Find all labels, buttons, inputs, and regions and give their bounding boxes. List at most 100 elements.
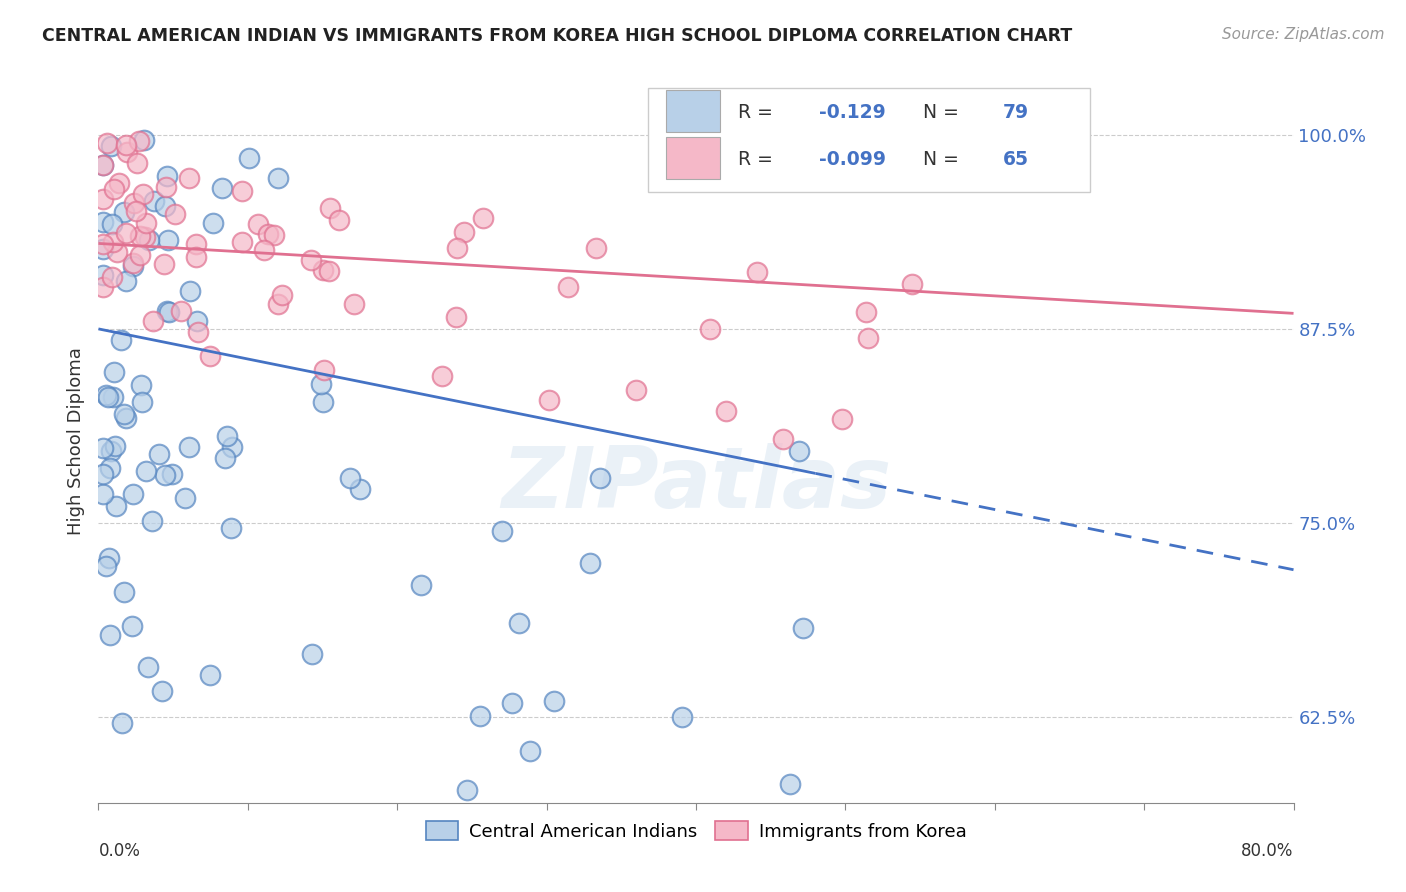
Point: [103, 182, 125, 196]
Point: [343, 296, 366, 310]
Point: [238, 151, 260, 165]
Point: [311, 262, 333, 277]
Point: [557, 280, 579, 294]
Point: [91, 441, 114, 455]
Point: [901, 277, 924, 292]
Point: [787, 443, 810, 458]
Point: [349, 482, 371, 496]
Point: [134, 229, 156, 244]
Point: [97, 390, 120, 404]
Text: 65: 65: [1002, 150, 1029, 169]
Point: [184, 237, 207, 252]
Point: [112, 407, 135, 421]
Point: [162, 467, 184, 481]
Point: [231, 184, 253, 198]
Point: [221, 440, 243, 454]
Point: [98, 628, 121, 642]
Bar: [666, 90, 720, 132]
Point: [319, 201, 342, 215]
Point: [202, 216, 225, 230]
Point: [779, 777, 801, 791]
Point: [173, 491, 195, 506]
Point: [91, 192, 114, 206]
Point: [150, 684, 173, 698]
Point: [100, 139, 122, 153]
Point: [93, 487, 115, 501]
Point: [444, 310, 467, 324]
Point: [543, 694, 565, 708]
Point: [186, 314, 208, 328]
Text: Source: ZipAtlas.com: Source: ZipAtlas.com: [1222, 27, 1385, 42]
Point: [170, 304, 193, 318]
Point: [97, 550, 120, 565]
Point: [299, 253, 322, 268]
Point: [101, 217, 124, 231]
Point: [312, 395, 335, 409]
Point: [135, 216, 157, 230]
Point: [501, 696, 523, 710]
Point: [128, 134, 150, 148]
Point: [470, 709, 492, 723]
Point: [105, 245, 128, 260]
Point: [101, 235, 124, 249]
Point: [519, 744, 541, 758]
Point: [155, 180, 177, 194]
Point: [148, 447, 170, 461]
Point: [263, 227, 285, 242]
Text: ZIPatlas: ZIPatlas: [501, 443, 891, 526]
Point: [129, 248, 152, 262]
Point: [105, 499, 128, 513]
Point: [112, 204, 135, 219]
Point: [121, 619, 143, 633]
Point: [184, 251, 207, 265]
Point: [127, 156, 149, 170]
Point: [107, 176, 129, 190]
Point: [585, 242, 607, 256]
Point: [831, 411, 853, 425]
Point: [155, 199, 177, 213]
Point: [772, 432, 794, 446]
Point: [91, 242, 114, 256]
Point: [211, 181, 233, 195]
Point: [141, 514, 163, 528]
Point: [266, 297, 288, 311]
Point: [115, 145, 138, 160]
Point: [157, 233, 180, 247]
Text: 80.0%: 80.0%: [1241, 842, 1294, 860]
Point: [131, 186, 153, 201]
Point: [94, 559, 117, 574]
FancyBboxPatch shape: [648, 87, 1091, 193]
Point: [508, 616, 530, 631]
Point: [91, 268, 114, 283]
Point: [328, 213, 350, 227]
Point: [157, 305, 180, 319]
Point: [453, 225, 475, 239]
Point: [125, 203, 148, 218]
Point: [301, 647, 323, 661]
Point: [98, 461, 121, 475]
Point: [716, 404, 738, 418]
Point: [198, 349, 221, 363]
Point: [103, 365, 125, 379]
Text: 79: 79: [1002, 103, 1029, 121]
Point: [231, 235, 253, 250]
Point: [112, 585, 135, 599]
Point: [471, 211, 494, 225]
Point: [792, 621, 814, 635]
Y-axis label: High School Diploma: High School Diploma: [66, 348, 84, 535]
Point: [94, 387, 117, 401]
Point: [114, 410, 136, 425]
Point: [124, 195, 146, 210]
Point: [91, 158, 114, 172]
Point: [91, 215, 114, 229]
Point: [115, 137, 138, 152]
Point: [138, 660, 160, 674]
Point: [128, 228, 150, 243]
Point: [129, 377, 152, 392]
Point: [579, 556, 602, 570]
Point: [91, 467, 114, 482]
Point: [538, 393, 561, 408]
Point: [409, 578, 432, 592]
Point: [96, 136, 118, 150]
Point: [143, 194, 166, 209]
